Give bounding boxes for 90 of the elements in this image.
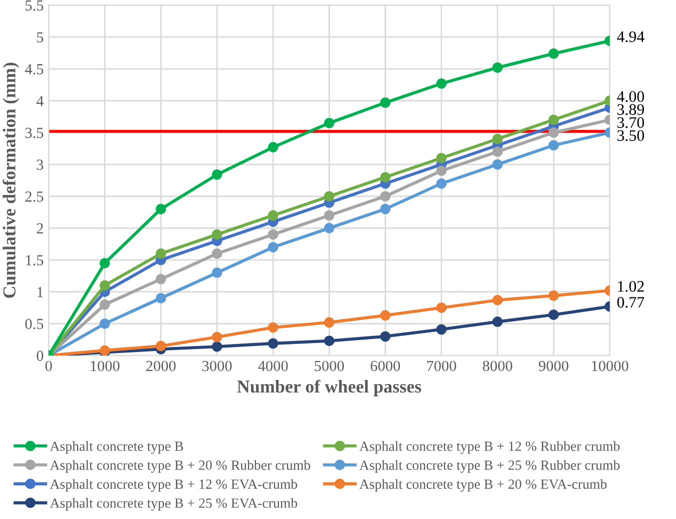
y-tick-label: 5 [37, 32, 44, 42]
legend-label: Asphalt concrete type B + 25 % EVA-crumb [50, 498, 298, 511]
point [380, 172, 391, 182]
y-axis-title: Cumulative deformation (mm) [2, 62, 20, 298]
point [380, 191, 391, 202]
point [492, 294, 503, 306]
point [436, 178, 447, 189]
legend-label: Asphalt concrete type B + 20 % Rubber crumb [50, 460, 310, 473]
x-tick-label: 4000 [258, 360, 288, 372]
x-tick-label: 1000 [90, 360, 120, 372]
y-tick-label: 5.5 [26, 0, 44, 11]
legend-label: Asphalt concrete type B + 12 % Rubber crumb [359, 441, 620, 454]
x-tick-label: 9000 [538, 360, 568, 372]
point [156, 292, 166, 304]
data-label: 4.94 [617, 31, 644, 42]
y-tick-label: 3 [36, 160, 44, 170]
point [548, 127, 559, 138]
point [436, 166, 447, 176]
y-tick-label: 1.5 [26, 255, 44, 266]
point [212, 248, 222, 259]
data-label: 3.89 [617, 104, 644, 116]
x-axis-title: Number of wheel passes [237, 380, 422, 396]
point [156, 248, 166, 259]
point [324, 336, 334, 346]
point [156, 340, 166, 352]
point [268, 229, 278, 240]
point [212, 341, 222, 352]
point [380, 97, 391, 108]
x-tick-label: 0 [45, 360, 52, 372]
point [436, 302, 447, 313]
y-tick-label: 4 [36, 96, 44, 106]
point [156, 274, 166, 284]
data-label: 3.50 [617, 130, 644, 142]
point [492, 146, 503, 157]
y-tick-label: 2.5 [25, 191, 44, 202]
point [548, 48, 559, 59]
data-label: 1.02 [618, 280, 644, 292]
y-tick-label: 1 [38, 287, 43, 298]
point [436, 78, 447, 89]
point [492, 316, 503, 327]
data-label: 3.70 [617, 117, 644, 128]
x-tick-label: 5000 [314, 360, 344, 372]
point [268, 338, 278, 349]
point [548, 140, 559, 151]
legend-label: Asphalt concrete type B + 20 % EVA-crumb [359, 479, 607, 492]
point [324, 222, 334, 234]
y-tick-label: 0.5 [25, 318, 44, 330]
point [492, 159, 503, 170]
point [212, 268, 222, 278]
point [212, 169, 222, 180]
x-tick-label: 10000 [592, 360, 628, 372]
point [548, 310, 559, 320]
point [324, 191, 334, 202]
point [436, 324, 447, 335]
x-tick-label: 3000 [202, 360, 232, 372]
point [100, 318, 110, 329]
point [380, 204, 391, 214]
legend-label: Asphalt concrete type B + 25 % Rubber crumb [359, 460, 620, 473]
point [548, 290, 559, 301]
point [492, 62, 503, 73]
x-tick-label: 8000 [482, 360, 512, 372]
point [268, 242, 278, 252]
point [324, 118, 334, 128]
point [212, 229, 222, 240]
y-tick-label: 3.5 [25, 128, 44, 138]
point [100, 299, 110, 310]
y-tick-label: 0 [36, 350, 44, 361]
legend-label: Asphalt concrete type B [50, 441, 183, 454]
point [100, 258, 110, 268]
point [268, 322, 278, 333]
point [156, 204, 166, 214]
data-label: 0.77 [617, 296, 644, 308]
y-tick-label: 2 [36, 223, 43, 234]
data-label: 4.00 [617, 91, 644, 102]
point [324, 317, 334, 328]
point [492, 134, 503, 144]
point [212, 332, 222, 342]
x-tick-label: 2000 [146, 360, 176, 372]
point [324, 210, 334, 221]
point [436, 152, 447, 164]
point [380, 310, 391, 321]
point [100, 280, 110, 291]
legend-label: Asphalt concrete type B + 12 % EVA-crumb [50, 479, 298, 492]
point [548, 114, 559, 126]
y-tick-label: 4.5 [25, 64, 44, 74]
point [268, 142, 278, 152]
x-tick-label: 7000 [427, 360, 456, 372]
x-tick-label: 6000 [370, 360, 400, 372]
point [380, 331, 391, 342]
point [268, 210, 278, 221]
